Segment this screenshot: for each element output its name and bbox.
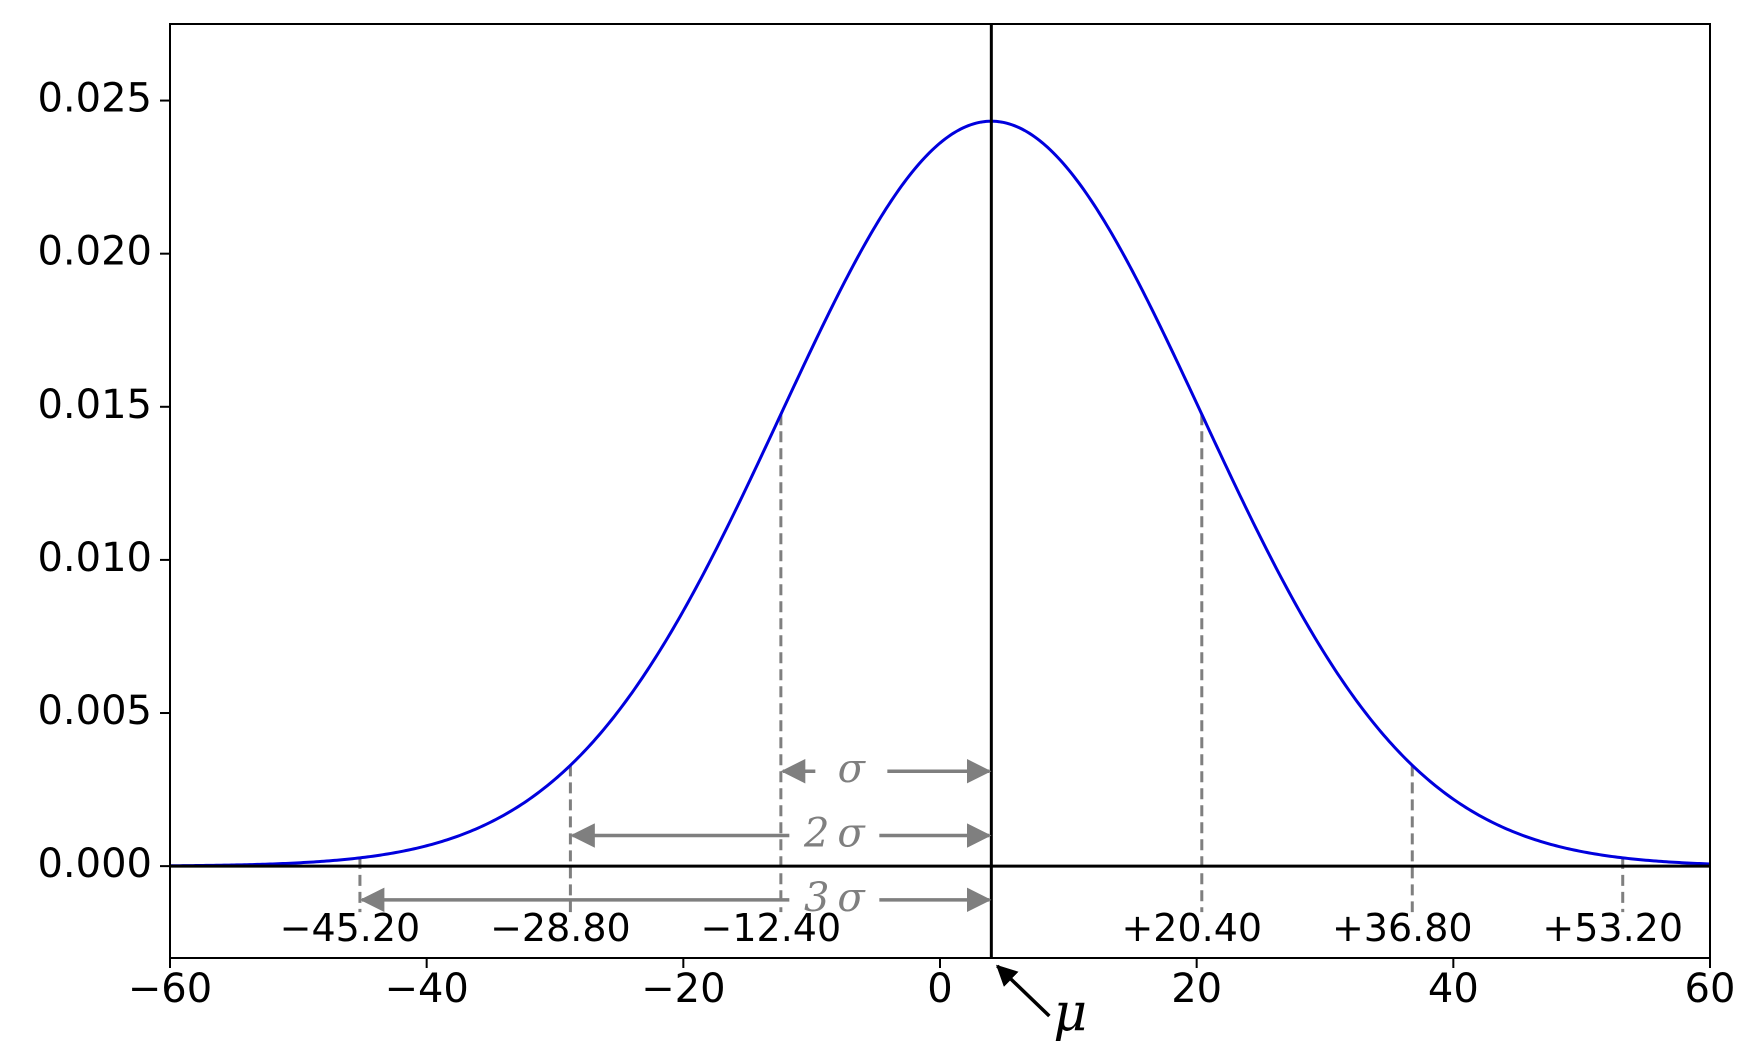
y-tick-label: 0.000: [37, 841, 152, 887]
y-tick-label: 0.020: [37, 229, 152, 275]
y-tick-label: 0.015: [37, 382, 152, 428]
x-tick-label: 60: [1685, 966, 1736, 1012]
sigma-value-label: +20.40: [1121, 906, 1262, 950]
mean-annotation-arrow: [996, 964, 1051, 1018]
plot-frame: [169, 23, 1711, 959]
y-tick-label: 0.005: [37, 688, 152, 734]
sigma-value-label: −45.20: [280, 906, 421, 950]
density-curve: [169, 119, 1711, 868]
x-tick-label: −20: [641, 966, 725, 1012]
sigma-span-label: 2 σ: [803, 811, 866, 857]
sigma-value-label: +53.20: [1542, 906, 1683, 950]
sigma-value-label: −12.40: [701, 906, 842, 950]
curve-layer: [169, 119, 1711, 868]
x-tick-label: −60: [128, 966, 212, 1012]
guides-layer: −45.20 −28.80 −12.40 +20.40 +36.80 +53.20: [280, 414, 1683, 950]
y-tick-label: 0.010: [37, 535, 152, 581]
y-tick-label: 0.025: [37, 76, 152, 122]
ticks-layer: −60 −40 −20 0 20 40 60 0.000 0.005 0.010 0.015 0.02…: [37, 76, 1735, 1012]
axes-layer: [169, 23, 1711, 959]
sigma-value-label: −28.80: [490, 906, 631, 950]
mean-annotation-label: μ: [1053, 983, 1087, 1043]
sigma-span-label: 3 σ: [804, 875, 866, 921]
annotations-layer: σ 2 σ 3 σ μ: [359, 746, 1087, 1043]
sigma-value-label: +36.80: [1332, 906, 1473, 950]
x-tick-label: 20: [1171, 966, 1222, 1012]
sigma-span-label: σ: [838, 746, 867, 792]
x-tick-label: 0: [927, 966, 952, 1012]
x-tick-label: −40: [384, 966, 468, 1012]
x-tick-label: 40: [1428, 966, 1479, 1012]
